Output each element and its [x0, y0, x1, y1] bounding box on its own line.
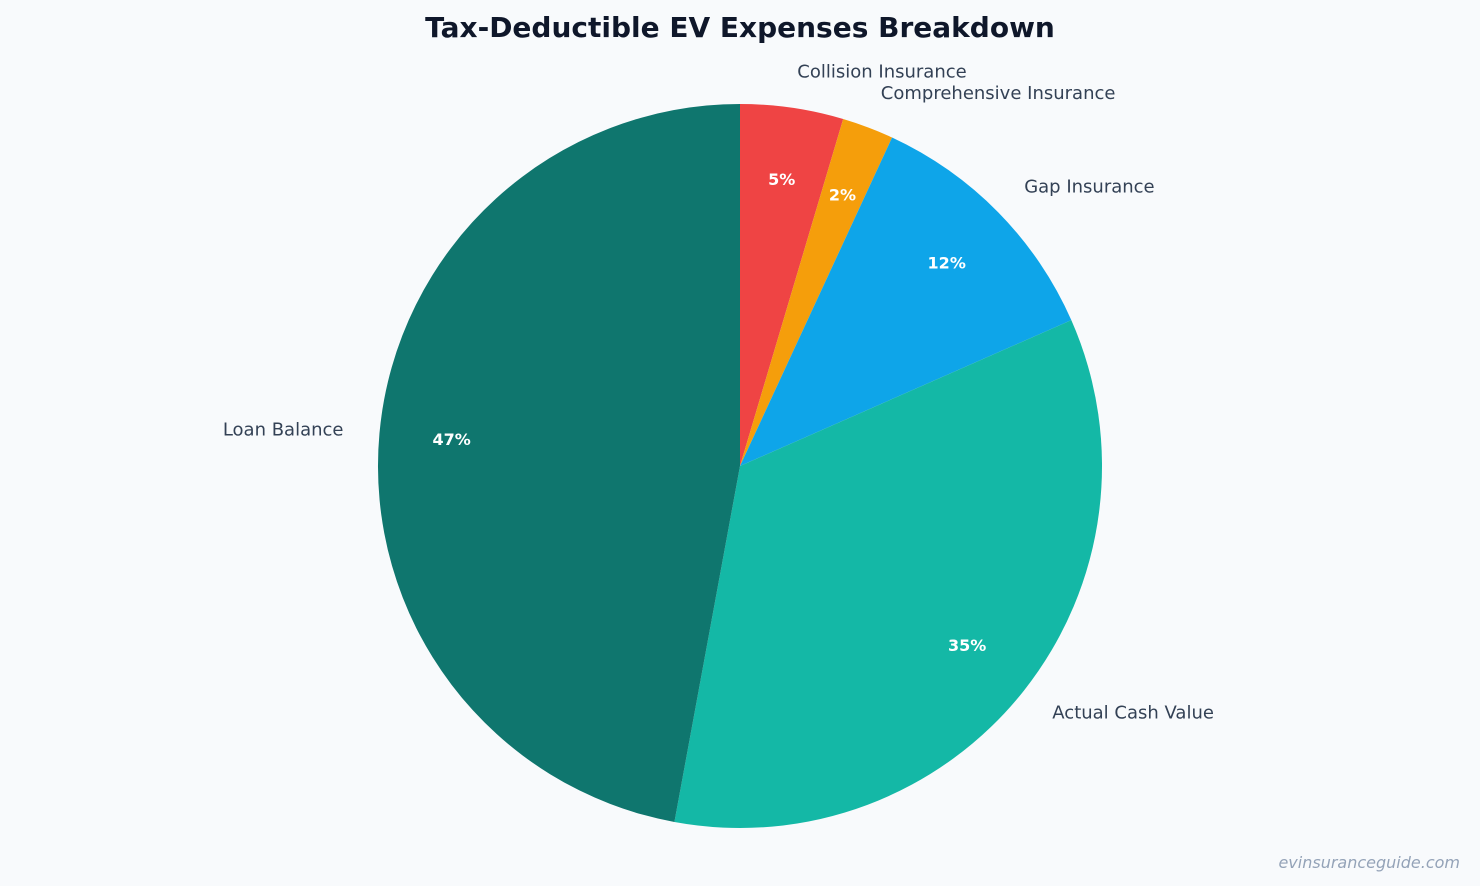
slice-label-actual-cash-value: Actual Cash Value [1052, 703, 1214, 724]
slice-label-loan-balance: Loan Balance [223, 419, 344, 440]
percent-labels: 5% 2% 12% 35% 47% [432, 170, 986, 655]
pie-slice-collision-insurance [740, 104, 844, 466]
pie-slice-comprehensive-insurance [740, 119, 893, 467]
slice-label-collision-insurance: Collision Insurance [797, 62, 966, 83]
chart-title: Tax-Deductible EV Expenses Breakdown [425, 11, 1055, 44]
percent-label-collision-insurance: 5% [768, 170, 795, 189]
pie-slice-loan-balance [377, 104, 740, 823]
percent-label-actual-cash-value: 35% [948, 636, 986, 655]
slice-label-gap-insurance: Gap Insurance [1024, 177, 1154, 198]
percent-label-comprehensive-insurance: 2% [829, 186, 856, 205]
watermark: evinsuranceguide.com [1278, 853, 1460, 872]
pie-slice-actual-cash-value [674, 320, 1103, 829]
pie-slice-gap-insurance [740, 137, 1072, 467]
slice-label-comprehensive-insurance: Comprehensive Insurance [881, 83, 1116, 104]
percent-label-gap-insurance: 12% [928, 254, 966, 273]
percent-label-loan-balance: 47% [432, 430, 470, 449]
pie-slices [377, 104, 1103, 829]
